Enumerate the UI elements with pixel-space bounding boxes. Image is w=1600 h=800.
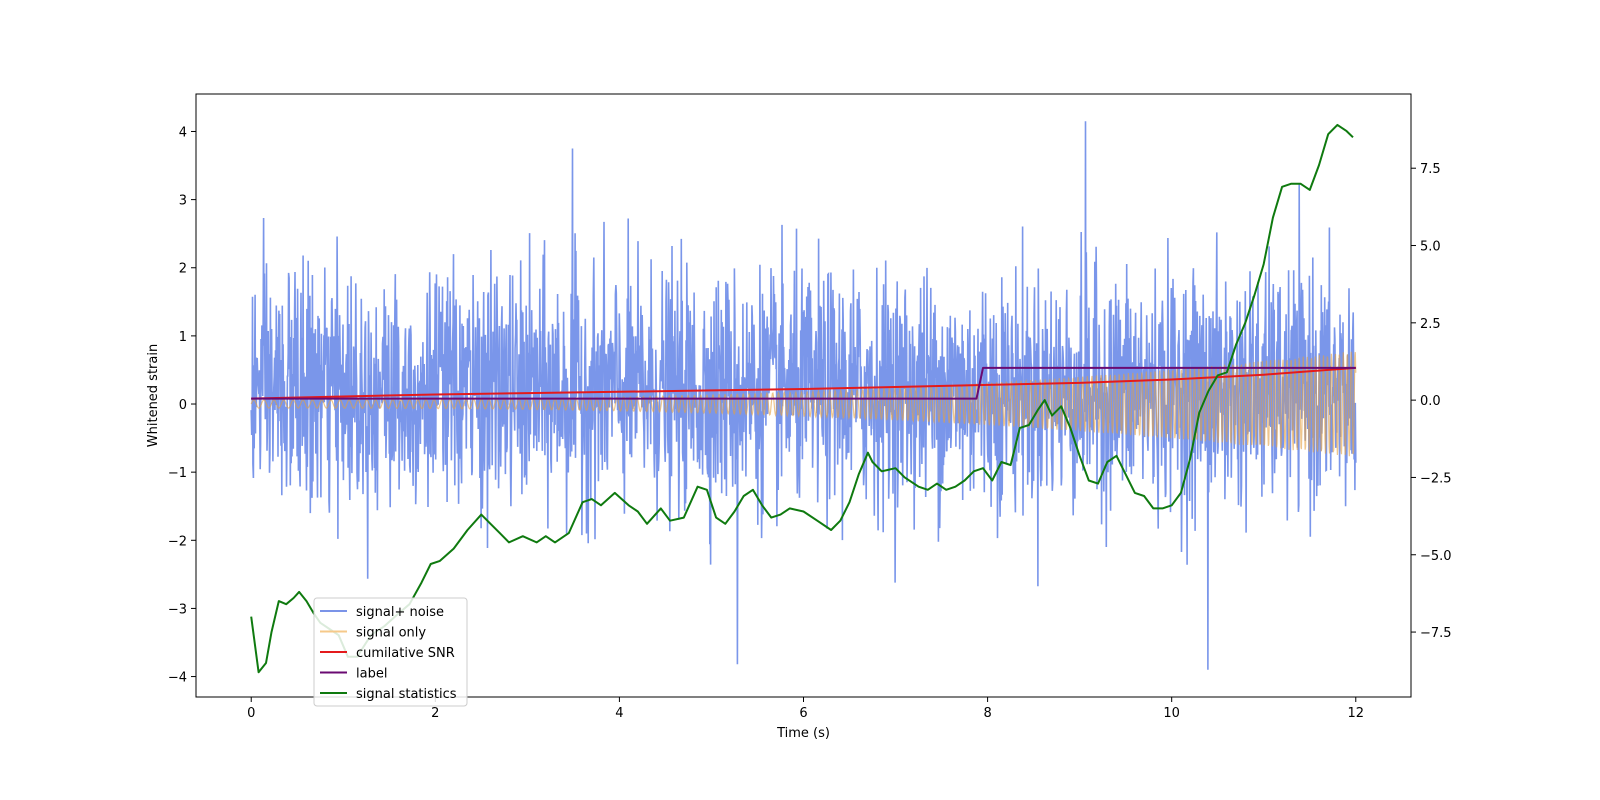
series-label [251,366,1356,400]
x-tick-label: 8 [983,706,991,721]
x-axis: 0 2 4 6 8 10 12 [247,697,1364,721]
x-tick-label: 12 [1347,706,1364,721]
plot-area [195,93,1412,698]
series-cumulative-snr [251,366,1356,400]
y-tick-label-right: 5.0 [1420,240,1441,255]
y-tick-label-left: −3 [168,602,187,617]
y-tick-label-left: −1 [168,466,187,481]
y-tick-label-left: 4 [179,125,187,140]
x-axis-label: Time (s) [776,726,830,741]
x-tick-label: 4 [615,706,623,721]
y-tick-label-left: −2 [168,534,187,549]
series-layer [250,121,1357,674]
y-tick-label-left: −4 [168,671,187,686]
y-tick-label-right: −2.5 [1420,471,1452,486]
y-tick-label-right: −7.5 [1420,626,1452,641]
series-signal-noise [250,121,1357,670]
legend-entry: signal only [356,626,426,641]
y-axis-right: −7.5 −5.0 −2.5 0.0 2.5 5.0 7.5 [1411,162,1452,641]
y-tick-label-right: 0.0 [1420,394,1441,409]
x-tick-label: 10 [1163,706,1180,721]
y-axis-label-left: Whitened strain [146,344,161,447]
y-tick-label-left: 0 [179,398,187,413]
legend-entry: cumilative SNR [356,646,455,661]
y-tick-label-right: 7.5 [1420,162,1441,177]
legend: signal+ noise signal only cumilative SNR la… [313,597,468,707]
legend-box [313,597,468,707]
legend-entry: signal statistics [356,687,457,702]
y-tick-label-left: 3 [179,194,187,209]
y-axis-left: −4 −3 −2 −1 0 1 2 3 4 [168,125,196,686]
series-signal-statistics [250,123,1354,674]
series-signal-only [250,351,1357,457]
y-tick-label-right: −5.0 [1420,549,1452,564]
y-tick-label-left: 2 [179,262,187,277]
x-tick-label: 6 [799,706,807,721]
legend-entry: signal+ noise [356,605,444,620]
y-tick-label-right: 2.5 [1420,317,1441,332]
x-tick-label: 2 [431,706,439,721]
legend-entry: label [356,667,387,682]
x-tick-label: 0 [247,706,255,721]
y-tick-label-left: 1 [179,330,187,345]
